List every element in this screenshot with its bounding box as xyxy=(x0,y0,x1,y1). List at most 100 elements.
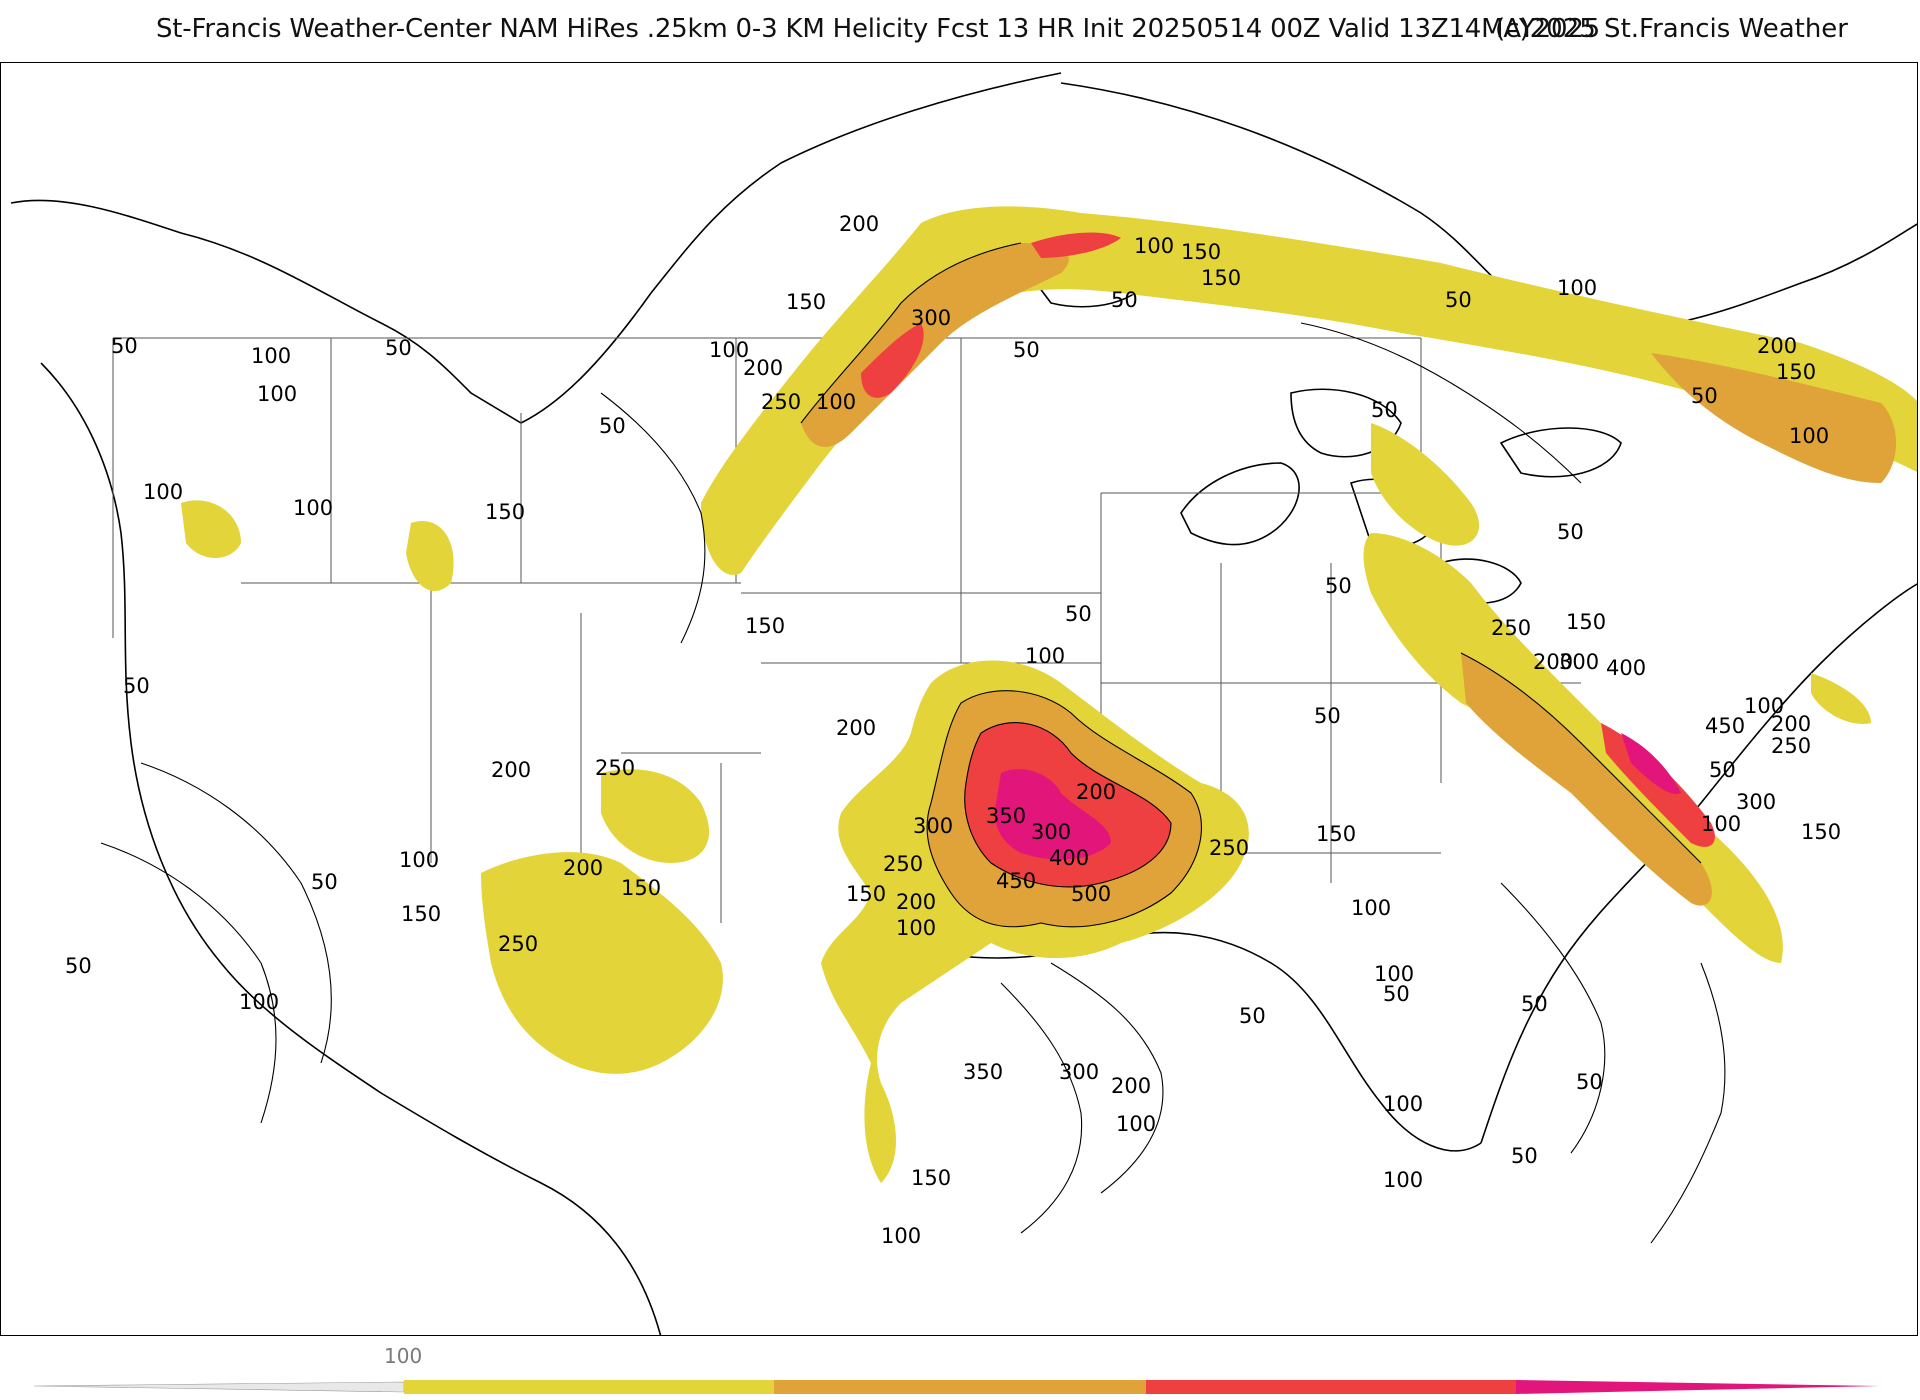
contour-label: 50 xyxy=(123,674,150,698)
contour-label: 100 xyxy=(816,390,856,414)
contour-label: 100 xyxy=(1134,234,1174,258)
contour-label: 100 xyxy=(143,480,183,504)
contour-label: 300 xyxy=(1031,820,1071,844)
contour-label: 300 xyxy=(911,306,951,330)
contour-label: 50 xyxy=(1511,1144,1538,1168)
tx-shade-400 xyxy=(994,769,1111,860)
contour-label: 100 xyxy=(1744,694,1784,718)
contour-label: 300 xyxy=(1559,650,1599,674)
contour-label: 150 xyxy=(911,1166,951,1190)
contour-label: 100 xyxy=(251,344,291,368)
atlantic-shade-100 xyxy=(1811,673,1871,724)
contour-label: 150 xyxy=(485,500,525,524)
contour-label: 200 xyxy=(1533,650,1573,674)
contour-labels-east: 400 300 250 200 150 450 250 200 300 150 … xyxy=(1491,610,1841,844)
legend-wedge-left xyxy=(33,1381,405,1393)
contour-lines xyxy=(100,242,1726,1244)
contour-label: 250 xyxy=(595,756,635,780)
contour-label: 250 xyxy=(1491,616,1531,640)
contour-label: 100 xyxy=(1701,812,1741,836)
contour-label: 100 xyxy=(1557,276,1597,300)
contour-labels-north: 200 300 250 200 150 100 100 150 150 100 … xyxy=(743,212,1829,448)
contour-label: 50 xyxy=(1691,384,1718,408)
contour-label: 200 xyxy=(896,890,936,914)
contour-label: 100 xyxy=(257,382,297,406)
color-legend xyxy=(0,1336,1920,1400)
contour-label: 150 xyxy=(621,876,661,900)
contour-label: 100 xyxy=(1383,1092,1423,1116)
contour-label: 450 xyxy=(1705,714,1745,738)
contour-label: 100 xyxy=(896,916,936,940)
contour-label: 100 xyxy=(239,990,279,1014)
contour-label: 100 xyxy=(1374,962,1414,986)
contour-label: 50 xyxy=(65,954,92,978)
contour-label: 250 xyxy=(883,852,923,876)
map-canvas: 350 300 400 450 500 200 250 300 250 200 … xyxy=(10,72,1917,1335)
contour-label: 150 xyxy=(1566,610,1606,634)
sw-shade-100b xyxy=(601,769,710,863)
contour-label: 150 xyxy=(1201,266,1241,290)
contour-label: 50 xyxy=(1709,758,1736,782)
contour-label: 100 xyxy=(709,338,749,362)
contour-label: 50 xyxy=(1314,704,1341,728)
contour-label: 50 xyxy=(1325,574,1352,598)
copyright-text: (c)2025 St.Francis Weather xyxy=(1495,14,1848,44)
contour-label: 250 xyxy=(761,390,801,414)
contour-label: 200 xyxy=(1771,712,1811,736)
contour-label: 250 xyxy=(1209,836,1249,860)
contour-label: 150 xyxy=(1181,240,1221,264)
contour-label: 50 xyxy=(1013,338,1040,362)
contour-label: 100 xyxy=(1025,644,1065,668)
contour-label: 50 xyxy=(1065,602,1092,626)
contour-label: 350 xyxy=(963,1060,1003,1084)
state-boundaries xyxy=(112,337,1581,923)
canada-shade-300 xyxy=(1031,232,1121,258)
legend-swatch-100 xyxy=(404,1380,774,1394)
north-shade-100 xyxy=(701,206,1917,575)
east-shade-200 xyxy=(1461,653,1712,906)
contour-label: 200 xyxy=(491,758,531,782)
north-shade-300 xyxy=(861,323,924,398)
map-title: St-Francis Weather-Center NAM HiRes .25k… xyxy=(156,14,1601,44)
helicity-map: 350 300 400 450 500 200 250 300 250 200 … xyxy=(0,62,1918,1336)
map-header: St-Francis Weather-Center NAM HiRes .25k… xyxy=(0,0,1920,62)
contour-label: 200 xyxy=(1757,334,1797,358)
contour-label: 50 xyxy=(1371,398,1398,422)
contour-labels-misc: 50 100 50 100 50 100 50 50 100 150 200 5… xyxy=(111,288,1603,1192)
contour-label: 50 xyxy=(1111,288,1138,312)
contour-label: 50 xyxy=(1521,992,1548,1016)
contour-label: 50 xyxy=(111,334,138,358)
contour-label: 450 xyxy=(996,869,1036,893)
contour-label: 300 xyxy=(1059,1060,1099,1084)
contour-label: 250 xyxy=(1771,734,1811,758)
contour-label: 300 xyxy=(913,814,953,838)
sw-shade-100 xyxy=(481,852,723,1074)
north-shade-200 xyxy=(801,243,1069,447)
contour-label: 200 xyxy=(563,856,603,880)
legend-swatch-300 xyxy=(1146,1380,1516,1394)
contour-label: 50 xyxy=(1383,982,1410,1006)
contour-label: 150 xyxy=(1316,822,1356,846)
contour-label: 200 xyxy=(1111,1074,1151,1098)
contour-label: 300 xyxy=(1736,790,1776,814)
contour-labels-tx: 350 300 400 450 500 200 250 300 250 200 … xyxy=(846,780,1249,1248)
contour-label: 100 xyxy=(1351,896,1391,920)
contour-label: 100 xyxy=(1789,424,1829,448)
contour-label: 500 xyxy=(1071,882,1111,906)
contour-label: 150 xyxy=(846,882,886,906)
contour-labels-west: 200 250 200 150 250 100 50 150 100 50 50… xyxy=(65,480,661,1014)
contour-label: 50 xyxy=(311,870,338,894)
contour-label: 100 xyxy=(399,848,439,872)
contour-label: 150 xyxy=(1776,360,1816,384)
contour-label: 100 xyxy=(1116,1112,1156,1136)
contour-label: 50 xyxy=(1445,288,1472,312)
contour-label: 50 xyxy=(385,336,412,360)
contour-label: 100 xyxy=(293,496,333,520)
contour-label: 400 xyxy=(1049,846,1089,870)
contour-label: 100 xyxy=(881,1224,921,1248)
nw-shade-100 xyxy=(181,500,241,558)
contour-label: 50 xyxy=(1576,1070,1603,1094)
helicity-fill xyxy=(181,206,1917,1183)
legend-tick-label: 100 xyxy=(384,1344,423,1368)
contour-label: 150 xyxy=(1801,820,1841,844)
